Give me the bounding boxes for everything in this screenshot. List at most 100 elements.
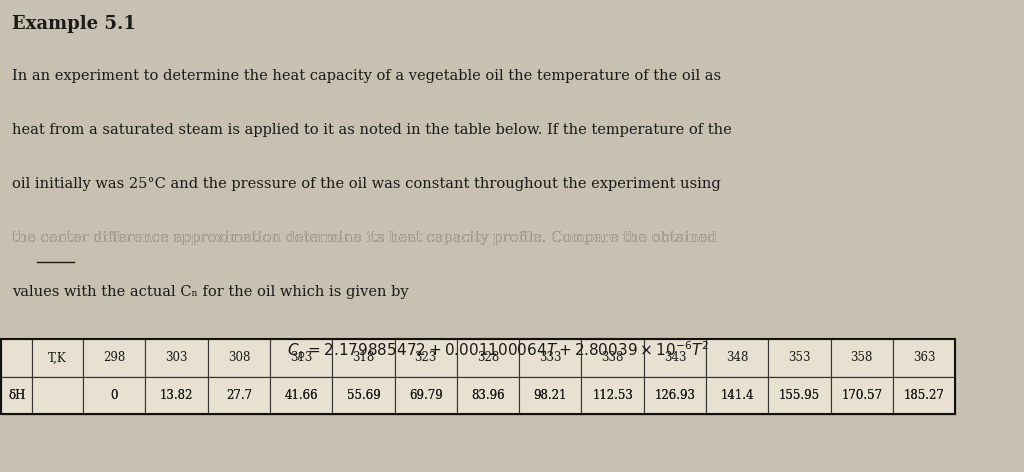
Text: heat from a saturated steam is applied to it as noted in the table below. If the: heat from a saturated steam is applied t… (11, 123, 731, 137)
FancyBboxPatch shape (457, 339, 519, 377)
Text: δH: δH (8, 389, 26, 402)
FancyBboxPatch shape (32, 377, 83, 414)
Text: 27.7: 27.7 (225, 389, 252, 402)
FancyBboxPatch shape (394, 377, 457, 414)
Text: 155.95: 155.95 (779, 389, 820, 402)
FancyBboxPatch shape (706, 377, 768, 414)
FancyBboxPatch shape (145, 377, 208, 414)
Text: 348: 348 (726, 352, 749, 364)
FancyBboxPatch shape (519, 377, 582, 414)
Text: 185.27: 185.27 (903, 389, 944, 402)
FancyBboxPatch shape (457, 377, 519, 414)
Text: 303: 303 (165, 352, 187, 364)
Text: 27.7: 27.7 (225, 389, 252, 402)
FancyBboxPatch shape (582, 377, 644, 414)
Text: 313: 313 (290, 352, 312, 364)
FancyBboxPatch shape (519, 377, 582, 414)
FancyBboxPatch shape (768, 377, 830, 414)
Text: T,K: T,K (48, 352, 67, 364)
Text: 363: 363 (912, 352, 935, 364)
FancyBboxPatch shape (893, 377, 955, 414)
FancyBboxPatch shape (145, 377, 208, 414)
FancyBboxPatch shape (893, 339, 955, 377)
Text: 0: 0 (111, 389, 118, 402)
Text: 318: 318 (352, 352, 375, 364)
FancyBboxPatch shape (582, 339, 644, 377)
Text: 170.57: 170.57 (841, 389, 883, 402)
FancyBboxPatch shape (768, 377, 830, 414)
FancyBboxPatch shape (332, 377, 394, 414)
Text: 141.4: 141.4 (721, 389, 754, 402)
FancyBboxPatch shape (830, 377, 893, 414)
Text: 55.69: 55.69 (346, 389, 380, 402)
Text: 13.82: 13.82 (160, 389, 194, 402)
Text: 141.4: 141.4 (721, 389, 754, 402)
Text: 83.96: 83.96 (471, 389, 505, 402)
Text: 98.21: 98.21 (534, 389, 567, 402)
FancyBboxPatch shape (32, 377, 83, 414)
FancyBboxPatch shape (270, 377, 332, 414)
Text: 112.53: 112.53 (592, 389, 633, 402)
FancyBboxPatch shape (706, 339, 768, 377)
Text: values with the actual Cₙ for the oil which is given by: values with the actual Cₙ for the oil wh… (11, 285, 409, 299)
Text: 112.53: 112.53 (592, 389, 633, 402)
FancyBboxPatch shape (519, 339, 582, 377)
Text: 333: 333 (539, 352, 561, 364)
Text: 323: 323 (415, 352, 437, 364)
FancyBboxPatch shape (1, 377, 32, 414)
FancyBboxPatch shape (83, 339, 145, 377)
FancyBboxPatch shape (270, 377, 332, 414)
Text: $C_p = 2.179885472 + 0.001100064T + 2.80039 \times 10^{-6}T^2$: $C_p = 2.179885472 + 0.001100064T + 2.80… (288, 339, 710, 362)
Text: 328: 328 (477, 352, 499, 364)
FancyBboxPatch shape (394, 339, 457, 377)
Text: the center difference approximation determine its heat capacity profile. Compare: the center difference approximation dete… (11, 231, 717, 245)
Text: 338: 338 (601, 352, 624, 364)
Text: 353: 353 (788, 352, 811, 364)
FancyBboxPatch shape (208, 377, 270, 414)
Text: 69.79: 69.79 (409, 389, 442, 402)
Text: 343: 343 (664, 352, 686, 364)
Text: 55.69: 55.69 (346, 389, 380, 402)
FancyBboxPatch shape (644, 339, 706, 377)
FancyBboxPatch shape (270, 339, 332, 377)
FancyBboxPatch shape (332, 339, 394, 377)
Text: 155.95: 155.95 (779, 389, 820, 402)
Text: 41.66: 41.66 (285, 389, 317, 402)
FancyBboxPatch shape (83, 377, 145, 414)
FancyBboxPatch shape (394, 377, 457, 414)
FancyBboxPatch shape (1, 339, 32, 377)
Text: In an experiment to determine the heat capacity of a vegetable oil the temperatu: In an experiment to determine the heat c… (11, 69, 721, 84)
Text: 126.93: 126.93 (654, 389, 695, 402)
FancyBboxPatch shape (582, 377, 644, 414)
Text: 41.66: 41.66 (285, 389, 317, 402)
FancyBboxPatch shape (457, 377, 519, 414)
FancyBboxPatch shape (332, 377, 394, 414)
FancyBboxPatch shape (830, 377, 893, 414)
Text: the center difference approximation determine its heat capacity profile. Compare: the center difference approximation dete… (11, 231, 717, 245)
Text: 126.93: 126.93 (654, 389, 695, 402)
FancyBboxPatch shape (644, 377, 706, 414)
FancyBboxPatch shape (768, 339, 830, 377)
Text: 13.82: 13.82 (160, 389, 194, 402)
FancyBboxPatch shape (208, 339, 270, 377)
Text: δH: δH (8, 389, 26, 402)
FancyBboxPatch shape (830, 339, 893, 377)
Text: oil initially was 25°C and the pressure of the oil was constant throughout the e: oil initially was 25°C and the pressure … (11, 177, 720, 191)
Text: 358: 358 (851, 352, 872, 364)
FancyBboxPatch shape (208, 377, 270, 414)
FancyBboxPatch shape (145, 339, 208, 377)
Text: 69.79: 69.79 (409, 389, 442, 402)
FancyBboxPatch shape (83, 377, 145, 414)
Text: 98.21: 98.21 (534, 389, 567, 402)
Text: 185.27: 185.27 (903, 389, 944, 402)
FancyBboxPatch shape (644, 377, 706, 414)
FancyBboxPatch shape (893, 377, 955, 414)
Text: 83.96: 83.96 (471, 389, 505, 402)
Text: 308: 308 (227, 352, 250, 364)
FancyBboxPatch shape (32, 339, 83, 377)
Text: Example 5.1: Example 5.1 (11, 16, 135, 34)
Text: 298: 298 (103, 352, 125, 364)
FancyBboxPatch shape (1, 377, 32, 414)
Text: 170.57: 170.57 (841, 389, 883, 402)
FancyBboxPatch shape (706, 377, 768, 414)
